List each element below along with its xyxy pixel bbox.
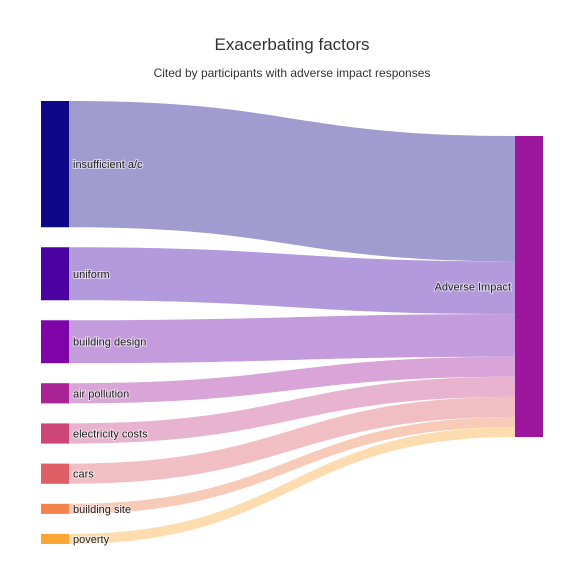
node-label-insufficient-a-c: insufficient a/c [73,159,143,171]
link-poverty[interactable] [69,426,515,544]
chart-title: Exacerbating factors [215,35,370,54]
node-adverse-impact[interactable] [515,136,543,437]
node-label-poverty: poverty [73,534,110,546]
node-building-design[interactable] [41,320,69,364]
sankey-labels: insufficient a/c uniform building design ai… [72,158,512,547]
link-uniform[interactable] [69,247,515,315]
sankey-nodes [41,101,543,544]
node-poverty[interactable] [41,533,69,544]
node-insufficient-a-c[interactable] [41,101,69,228]
node-air-pollution[interactable] [41,383,69,404]
sankey-links [69,101,515,544]
node-label-cars: cars [73,469,94,481]
node-uniform[interactable] [41,247,69,301]
link-electricity-costs[interactable] [69,376,515,444]
chart-subtitle: Cited by participants with adverse impac… [154,66,431,80]
link-air-pollution[interactable] [69,356,515,404]
node-cars[interactable] [41,463,69,484]
link-building-site[interactable] [69,416,515,514]
node-label-adverse-impact: Adverse Impact [435,282,511,294]
node-label-building-design: building design [73,337,146,349]
node-label-electricity-costs: electricity costs [73,429,148,441]
link-cars[interactable] [69,396,515,484]
node-label-air-pollution: air pollution [73,388,129,400]
link-building-design[interactable] [69,314,515,364]
link-insufficient-a-c[interactable] [69,101,515,262]
node-label-building-site: building site [73,504,131,516]
node-electricity-costs[interactable] [41,423,69,444]
node-building-site[interactable] [41,503,69,514]
node-label-uniform: uniform [73,269,110,281]
